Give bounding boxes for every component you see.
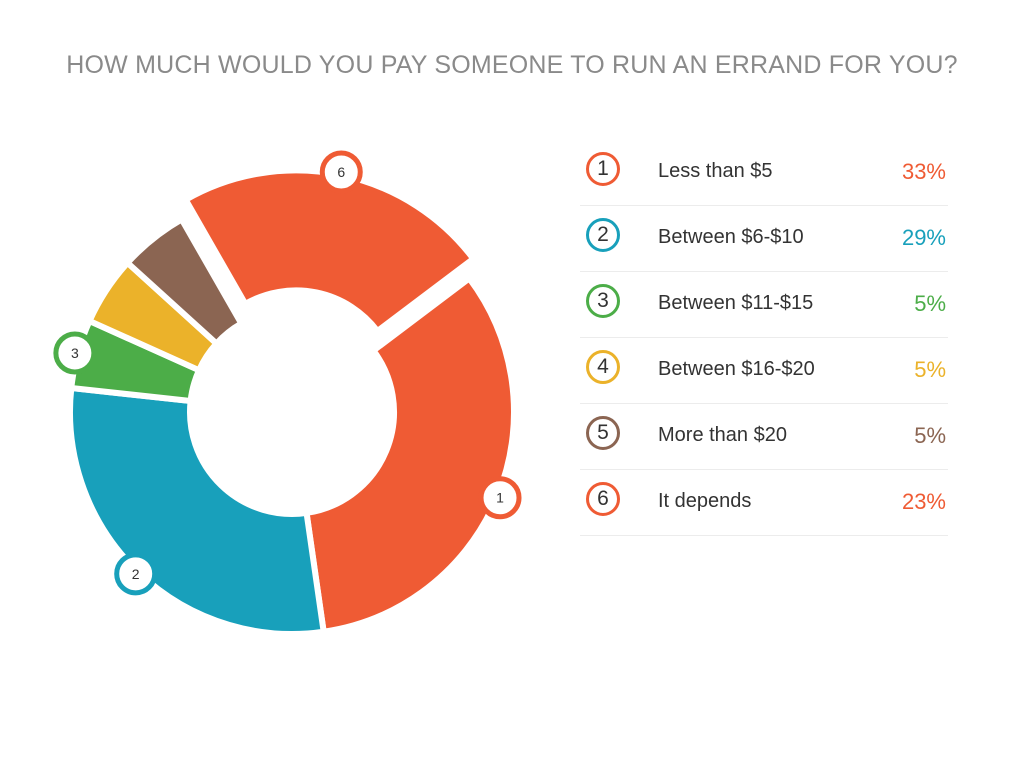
- callout-label-3: 3: [71, 345, 79, 361]
- callout-badge-3: [53, 331, 97, 375]
- callout-6: 6: [319, 150, 363, 194]
- slice-2: [67, 384, 328, 637]
- callout-badge-1: [478, 476, 522, 520]
- legend-value-1: 33%: [901, 159, 946, 184]
- legend-marker-3: 3: [586, 284, 620, 318]
- legend-value-2: 29%: [901, 225, 946, 250]
- legend-item-4: 4 Between $16-$20 5%: [580, 338, 948, 404]
- legend-label-6: It depends: [658, 490, 752, 512]
- callout-label-2: 2: [132, 566, 140, 582]
- legend-label-5: More than $20: [658, 424, 787, 446]
- legend-value-4: 5%: [914, 357, 946, 382]
- legend-item-5: 5 More than $20 5%: [580, 404, 948, 470]
- legend-marker-2: 2: [586, 218, 620, 252]
- legend-item-3: 3 Between $11-$15 5%: [580, 272, 948, 338]
- callout-badge-6: [319, 150, 363, 194]
- legend-label-1: Less than $5: [658, 160, 773, 182]
- legend-value-3: 5%: [914, 291, 946, 316]
- slice-6: [181, 167, 478, 336]
- callout-3: 3: [53, 331, 97, 375]
- legend: 1 Less than $5 33% 2 Between $6-$10 29% …: [580, 140, 948, 536]
- callout-label-6: 6: [337, 164, 345, 180]
- legend-label-2: Between $6-$10: [658, 226, 804, 248]
- legend-value-6: 23%: [901, 489, 946, 514]
- callout-label-1: 1: [496, 490, 504, 506]
- donut-chart: 1 2 3 6: [53, 150, 522, 637]
- slice-5: [123, 215, 246, 348]
- callout-badge-2: [114, 552, 158, 596]
- legend-marker-5: 5: [586, 416, 620, 450]
- chart-title: HOW MUCH WOULD YOU PAY SOMEONE TO RUN AN…: [66, 51, 958, 79]
- legend-marker-1: 1: [586, 152, 620, 186]
- callout-2: 2: [114, 552, 158, 596]
- legend-value-5: 5%: [914, 423, 946, 448]
- legend-marker-4: 4: [586, 350, 620, 384]
- legend-marker-6: 6: [586, 482, 620, 516]
- legend-item-2: 2 Between $6-$10 29%: [580, 206, 948, 272]
- callout-1: 1: [478, 476, 522, 520]
- legend-item-1: 1 Less than $5 33%: [580, 140, 948, 206]
- slice-1: [303, 274, 517, 636]
- legend-label-3: Between $11-$15: [658, 292, 814, 314]
- legend-item-6: 6 It depends 23%: [580, 470, 948, 536]
- legend-label-4: Between $16-$20: [658, 358, 815, 380]
